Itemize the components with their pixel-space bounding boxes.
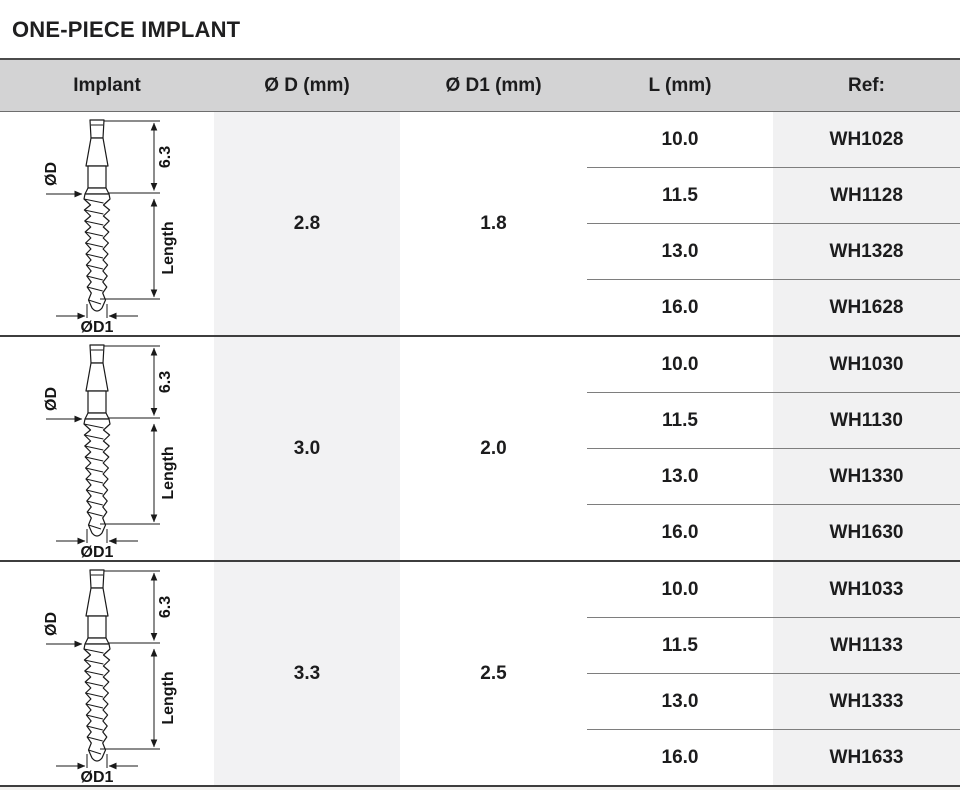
table-row-group: 6.3 ØD Length ØD1 3.0 2.0 10.0 WH103	[0, 337, 960, 562]
ref-code: WH1130	[773, 393, 960, 448]
diameter-d1-value: 2.0	[400, 337, 587, 560]
length-value: 13.0	[587, 224, 773, 279]
implant-technical-drawing: 6.3 ØD Length ØD1	[43, 343, 177, 560]
table-row: 10.0 WH1030	[587, 337, 960, 393]
length-value: 11.5	[587, 168, 773, 223]
header-diameter-d: Ø D (mm)	[264, 74, 350, 96]
title-bar: ONE-PIECE IMPLANT	[0, 0, 960, 58]
header-ref: Ref:	[848, 74, 885, 96]
implant-technical-drawing: 6.3 ØD Length ØD1	[43, 118, 177, 335]
dim-label-length: Length	[160, 221, 177, 274]
length-value: 16.0	[587, 505, 773, 560]
dim-label-apex-diameter: ØD1	[81, 319, 114, 335]
diameter-d-value: 3.3	[214, 562, 400, 785]
header-implant: Implant	[73, 74, 141, 96]
table-row: 16.0 WH1633	[587, 730, 960, 785]
implant-technical-drawing: 6.3 ØD Length ØD1	[43, 568, 177, 785]
ref-code: WH1030	[773, 337, 960, 392]
diameter-d1-value: 2.5	[400, 562, 587, 785]
dimension-annotations: 6.3 ØD Length ØD1	[43, 345, 177, 560]
ref-code: WH1028	[773, 112, 960, 167]
implant-body-drawing	[83, 343, 111, 537]
implant-catalog-table: Implant Ø D (mm) Ø D1 (mm) L (mm) Ref:	[0, 58, 960, 787]
length-value: 13.0	[587, 674, 773, 729]
table-header-row: Implant Ø D (mm) Ø D1 (mm) L (mm) Ref:	[0, 60, 960, 112]
dimension-annotations: 6.3 ØD Length ØD1	[43, 570, 177, 785]
diameter-d-value: 3.0	[214, 337, 400, 560]
implant-diagram-cell: 6.3 ØD Length ØD1	[0, 337, 214, 560]
length-value: 16.0	[587, 730, 773, 785]
dim-label-apex-diameter: ØD1	[81, 544, 114, 560]
ref-code: WH1330	[773, 449, 960, 504]
table-row: 13.0 WH1333	[587, 674, 960, 730]
table-row-group: 6.3 ØD Length ØD1 2.8 1.8 10.0 WH102	[0, 112, 960, 337]
length-value: 13.0	[587, 449, 773, 504]
dim-label-abutment-height: 6.3	[157, 595, 174, 617]
ref-code: WH1128	[773, 168, 960, 223]
implant-body-drawing	[83, 118, 111, 312]
table-row: 10.0 WH1033	[587, 562, 960, 618]
ref-code: WH1630	[773, 505, 960, 560]
table-row: 13.0 WH1330	[587, 449, 960, 505]
page-title: ONE-PIECE IMPLANT	[12, 17, 241, 42]
length-ref-rows: 10.0 WH1030 11.5 WH1130 13.0 WH1330 16.0…	[587, 337, 960, 560]
length-value: 11.5	[587, 618, 773, 673]
dim-label-length: Length	[160, 671, 177, 724]
header-length: L (mm)	[648, 74, 712, 96]
dim-label-length: Length	[160, 446, 177, 499]
ref-code: WH1328	[773, 224, 960, 279]
table-row-group: 6.3 ØD Length ØD1 3.3 2.5 10.0 WH103	[0, 562, 960, 787]
implant-body-drawing	[83, 568, 111, 762]
ref-code: WH1333	[773, 674, 960, 729]
table-row: 13.0 WH1328	[587, 224, 960, 280]
table-row: 10.0 WH1028	[587, 112, 960, 168]
ref-code: WH1133	[773, 618, 960, 673]
length-value: 11.5	[587, 393, 773, 448]
length-value: 10.0	[587, 562, 773, 617]
bottom-strip	[0, 787, 960, 790]
dim-label-abutment-height: 6.3	[157, 145, 174, 167]
implant-diagram-cell: 6.3 ØD Length ØD1	[0, 562, 214, 785]
length-ref-rows: 10.0 WH1033 11.5 WH1133 13.0 WH1333 16.0…	[587, 562, 960, 785]
table-row: 11.5 WH1128	[587, 168, 960, 224]
dimension-annotations: 6.3 ØD Length ØD1	[43, 120, 177, 335]
implant-diagram-cell: 6.3 ØD Length ØD1	[0, 112, 214, 335]
table-row: 16.0 WH1630	[587, 505, 960, 560]
ref-code: WH1628	[773, 280, 960, 335]
table-row: 16.0 WH1628	[587, 280, 960, 335]
diameter-d-value: 2.8	[214, 112, 400, 335]
table-row: 11.5 WH1130	[587, 393, 960, 449]
header-diameter-d1: Ø D1 (mm)	[445, 74, 542, 96]
dim-label-platform-diameter: ØD	[43, 612, 60, 636]
table-row: 11.5 WH1133	[587, 618, 960, 674]
length-value: 10.0	[587, 337, 773, 392]
length-value: 16.0	[587, 280, 773, 335]
ref-code: WH1033	[773, 562, 960, 617]
dim-label-apex-diameter: ØD1	[81, 769, 114, 785]
dim-label-abutment-height: 6.3	[157, 370, 174, 392]
length-value: 10.0	[587, 112, 773, 167]
dim-label-platform-diameter: ØD	[43, 162, 60, 186]
dim-label-platform-diameter: ØD	[43, 387, 60, 411]
diameter-d1-value: 1.8	[400, 112, 587, 335]
length-ref-rows: 10.0 WH1028 11.5 WH1128 13.0 WH1328 16.0…	[587, 112, 960, 335]
ref-code: WH1633	[773, 730, 960, 785]
